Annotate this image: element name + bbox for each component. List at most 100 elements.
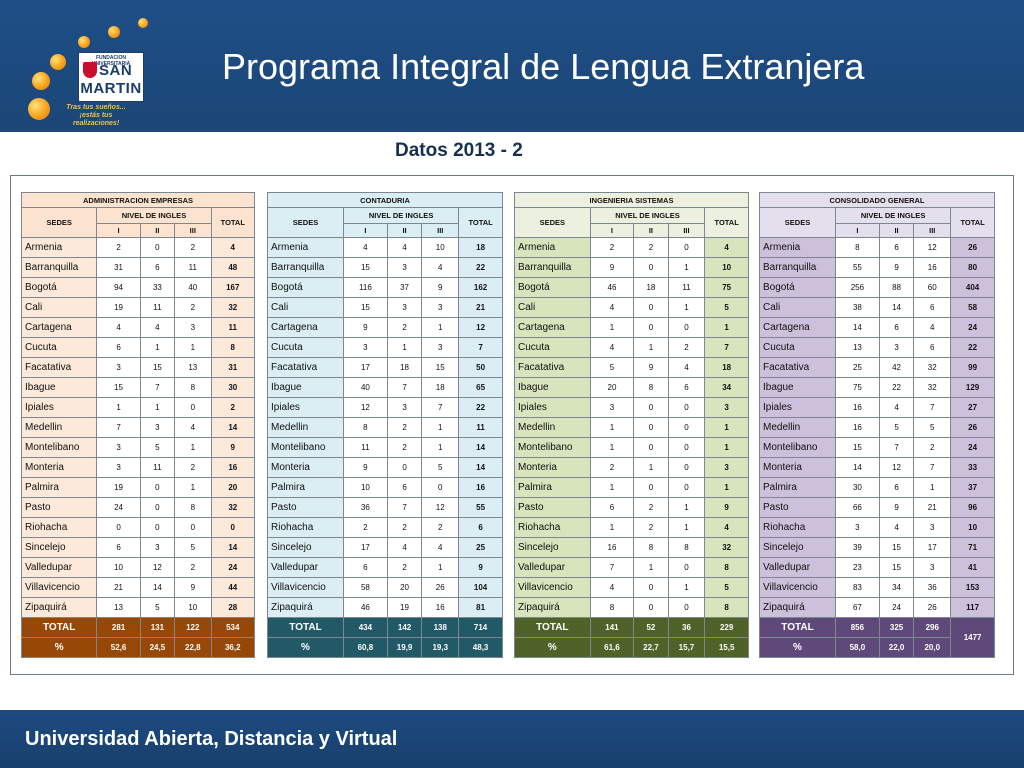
table-row: Riohacha 1 2 1 4 <box>514 517 749 538</box>
value-cell: 6 <box>139 257 176 278</box>
value-cell: 0 <box>667 557 706 578</box>
table-consolidado: CONSOLIDADO GENERAL SEDES NIVEL DE INGLES T… <box>758 192 995 658</box>
table-row: Cucuta 6 1 1 8 <box>20 337 256 358</box>
value-cell: 7 <box>139 377 176 398</box>
value-cell: 4 <box>589 577 635 598</box>
table-admin: ADMINISTRACION EMPRESAS SEDES NIVEL DE ING… <box>20 192 256 658</box>
value-cell: 0 <box>421 477 460 498</box>
value-cell: 3 <box>386 397 423 418</box>
value-cell: 0 <box>667 437 706 458</box>
sede-cell: Villavicencio <box>20 577 98 598</box>
total-row-value: 138 <box>421 617 460 638</box>
value-cell: 5 <box>139 597 176 618</box>
column-header-level: I <box>96 223 141 238</box>
value-cell: 2 <box>913 437 952 458</box>
percent-row-label: % <box>514 637 591 658</box>
value-cell: 58 <box>343 577 388 598</box>
value-cell: 256 <box>835 277 880 298</box>
value-cell: 1 <box>174 477 212 498</box>
value-cell: 8 <box>835 237 880 258</box>
table-row: Cucuta 3 1 3 7 <box>266 337 503 358</box>
value-cell: 8 <box>633 537 669 558</box>
logo-dot-icon <box>108 26 120 38</box>
total-cell: 14 <box>458 437 503 458</box>
total-cell: 4 <box>210 237 256 258</box>
value-cell: 1 <box>139 337 176 358</box>
total-cell: 6 <box>458 517 503 538</box>
value-cell: 2 <box>343 517 388 538</box>
page-title: Programa Integral de Lengua Extranjera <box>222 46 865 87</box>
table-row: Riohacha 3 4 3 10 <box>758 517 995 538</box>
logo-slogan: Tras tus sueños... ¡estás tus realizacio… <box>56 104 136 128</box>
value-cell: 33 <box>139 277 176 298</box>
value-cell: 46 <box>589 277 635 298</box>
sede-cell: Valledupar <box>266 557 345 578</box>
sede-cell: Riohacha <box>758 517 837 538</box>
value-cell: 7 <box>421 397 460 418</box>
total-row-value: 141 <box>589 617 635 638</box>
logo-line2: MARTIN <box>80 80 142 97</box>
total-row: TOTAL 434 142 138 714 <box>266 617 503 638</box>
value-cell: 39 <box>835 537 880 558</box>
value-cell: 23 <box>835 557 880 578</box>
table-row: Sincelejo 6 3 5 14 <box>20 537 256 558</box>
table-row: Bogotá 94 33 40 167 <box>20 277 256 298</box>
value-cell: 36 <box>343 497 388 518</box>
total-cell: 65 <box>458 377 503 398</box>
sede-cell: Sincelejo <box>20 537 98 558</box>
value-cell: 24 <box>878 597 915 618</box>
value-cell: 4 <box>421 257 460 278</box>
table-row: Sincelejo 17 4 4 25 <box>266 537 503 558</box>
table-row: Ibague 20 8 6 34 <box>514 377 749 398</box>
value-cell: 12 <box>913 237 952 258</box>
value-cell: 16 <box>913 257 952 278</box>
sede-cell: Montelibano <box>758 437 837 458</box>
value-cell: 7 <box>386 377 423 398</box>
value-cell: 4 <box>913 317 952 338</box>
value-cell: 0 <box>667 477 706 498</box>
value-cell: 0 <box>633 477 669 498</box>
value-cell: 0 <box>96 517 141 538</box>
sede-cell: Palmira <box>266 477 345 498</box>
table-row: Montelibano 1 0 0 1 <box>514 437 749 458</box>
column-header-sedes: SEDES <box>20 207 98 238</box>
column-header-sedes: SEDES <box>758 207 837 238</box>
value-cell: 6 <box>96 337 141 358</box>
value-cell: 8 <box>174 497 212 518</box>
value-cell: 3 <box>96 457 141 478</box>
total-cell: 22 <box>458 397 503 418</box>
value-cell: 9 <box>174 577 212 598</box>
table-row: Bogotá 116 37 9 162 <box>266 277 503 298</box>
column-header-level: II <box>878 223 915 238</box>
sede-cell: Armenia <box>266 237 345 258</box>
sede-cell: Cartagena <box>514 317 591 338</box>
table-row: Sincelejo 16 8 8 32 <box>514 537 749 558</box>
value-cell: 0 <box>667 417 706 438</box>
value-cell: 13 <box>174 357 212 378</box>
table-title: ADMINISTRACION EMPRESAS <box>21 192 255 208</box>
table-row: Pasto 6 2 1 9 <box>514 497 749 518</box>
sede-cell: Monteria <box>758 457 837 478</box>
value-cell: 15 <box>343 297 388 318</box>
value-cell: 8 <box>667 537 706 558</box>
sede-cell: Riohacha <box>20 517 98 538</box>
total-cell: 16 <box>210 457 256 478</box>
value-cell: 3 <box>421 337 460 358</box>
value-cell: 9 <box>589 257 635 278</box>
value-cell: 15 <box>878 557 915 578</box>
sede-cell: Cali <box>758 297 837 318</box>
sede-cell: Armenia <box>514 237 591 258</box>
value-cell: 0 <box>633 317 669 338</box>
value-cell: 26 <box>421 577 460 598</box>
total-cell: 11 <box>458 417 503 438</box>
table-row: Valledupar 23 15 3 41 <box>758 557 995 578</box>
total-cell: 1 <box>704 417 749 438</box>
sede-cell: Zipaquirá <box>266 597 345 618</box>
value-cell: 9 <box>421 277 460 298</box>
total-row-label: TOTAL <box>20 617 98 638</box>
total-cell: 10 <box>950 517 995 538</box>
sede-cell: Ipiales <box>266 397 345 418</box>
value-cell: 22 <box>878 377 915 398</box>
table-row: Medellin 7 3 4 14 <box>20 417 256 438</box>
value-cell: 7 <box>386 497 423 518</box>
